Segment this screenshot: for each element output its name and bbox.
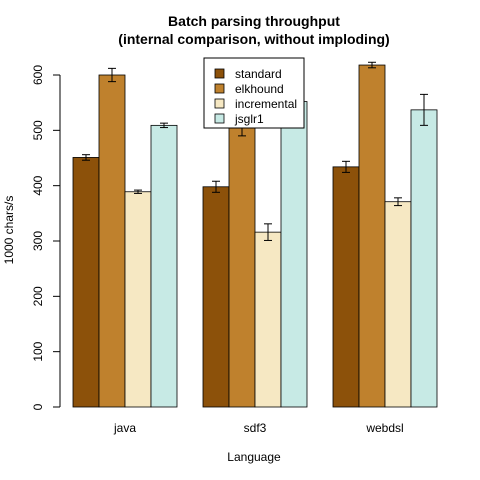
y-axis: 0 100 200 300 400 500 600 [31, 65, 61, 410]
bar-elkhound-java [98, 74, 126, 408]
error-bar-elkhound-webdsl [368, 61, 376, 69]
bar-jsglr1-webdsl [410, 109, 438, 408]
chart-subtitle: (internal comparison, without imploding) [118, 31, 389, 47]
error-bar-incremental-java [134, 189, 142, 194]
bar-jsglr1-sdf3 [280, 101, 308, 408]
bar-incremental-sdf3 [254, 231, 282, 408]
x-tick-label: sdf3 [244, 421, 267, 435]
bar-jsglr1-java [150, 124, 178, 408]
bar-standard-sdf3 [202, 186, 230, 408]
legend-label-standard: standard [235, 67, 282, 81]
y-tick-label: 600 [31, 65, 45, 85]
error-bar-standard-webdsl [342, 160, 350, 173]
y-tick-label: 0 [31, 403, 45, 410]
error-bar-incremental-sdf3 [264, 223, 272, 241]
bar-standard-java [72, 157, 100, 408]
bar-incremental-webdsl [384, 201, 412, 408]
x-tick-label: webdsl [365, 421, 403, 435]
legend-swatch-standard [214, 68, 225, 79]
chart-title: Batch parsing throughput [168, 13, 340, 29]
y-axis-label: 1000 chars/s [2, 196, 16, 265]
error-bar-jsglr1-webdsl [420, 93, 428, 126]
bar-elkhound-webdsl [358, 64, 386, 408]
y-tick-label: 100 [31, 341, 45, 361]
error-bar-standard-java [82, 154, 90, 161]
error-bar-standard-sdf3 [212, 180, 220, 193]
error-bar-incremental-webdsl [394, 197, 402, 207]
error-bar-elkhound-java [108, 67, 116, 83]
y-tick-label: 400 [31, 175, 45, 195]
bar-elkhound-sdf3 [228, 121, 256, 408]
bar-incremental-java [124, 191, 152, 408]
x-axis-label: Language [227, 450, 281, 464]
y-tick-label: 300 [31, 231, 45, 251]
bars [72, 61, 438, 408]
legend-label-incremental: incremental [235, 97, 297, 111]
x-axis: java sdf3 webdsl [113, 421, 404, 435]
bar-standard-webdsl [332, 166, 360, 408]
error-bar-jsglr1-java [160, 122, 168, 129]
legend-swatch-jsglr1 [214, 113, 225, 124]
legend-swatch-incremental [214, 98, 225, 109]
y-tick-label: 500 [31, 120, 45, 140]
legend-swatch-elkhound [214, 83, 225, 94]
y-tick-label: 200 [31, 286, 45, 306]
legend-label-elkhound: elkhound [235, 82, 284, 96]
legend-label-jsglr1: jsglr1 [234, 112, 264, 126]
x-tick-label: java [113, 421, 136, 435]
